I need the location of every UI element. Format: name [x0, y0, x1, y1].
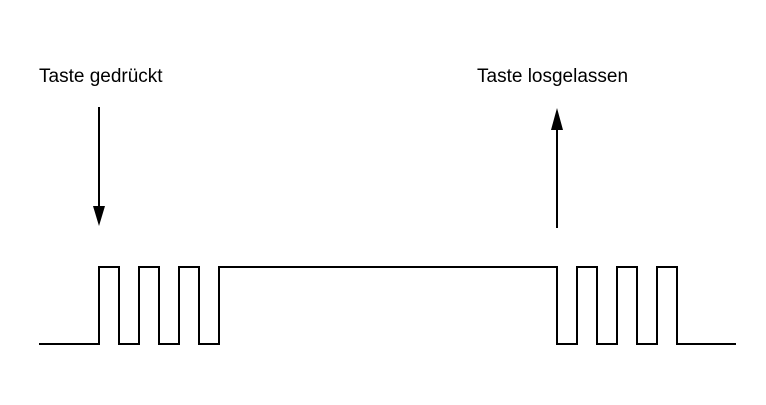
signal-waveform: [39, 266, 736, 345]
key-pressed-label: Taste gedrückt: [39, 66, 163, 87]
key-pressed-arrow: [93, 107, 105, 226]
key-released-arrow: [551, 108, 563, 228]
key-released-label: Taste losgelassen: [477, 66, 629, 87]
